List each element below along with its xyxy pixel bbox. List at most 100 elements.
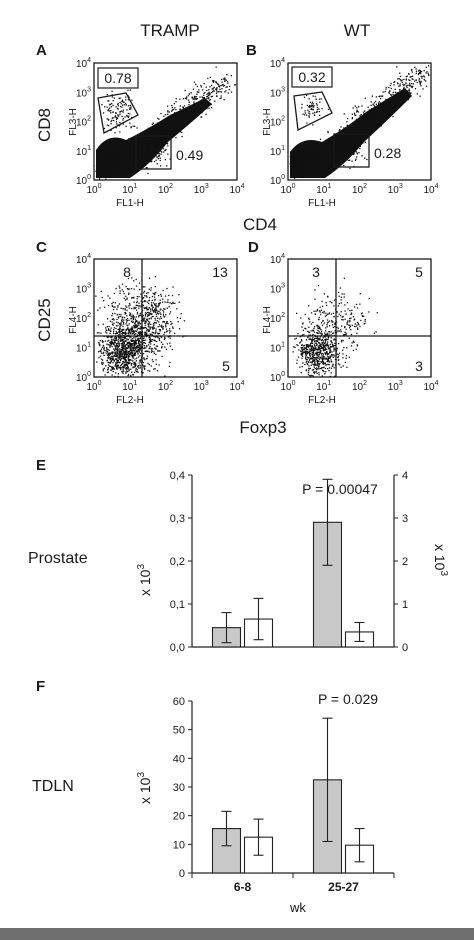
event-dot [296,344,298,346]
event-dot [179,317,182,319]
event-dot [312,337,314,339]
event-dot [111,342,113,345]
event-dot [127,116,129,118]
event-dot [120,358,122,360]
event-dot [310,151,313,153]
event-dot [325,330,327,332]
event-dot [342,319,344,321]
event-dot [138,315,140,317]
event-dot [137,323,139,325]
event-dot [315,111,318,113]
event-dot [111,359,114,361]
event-dot [142,320,144,323]
event-dot [423,75,425,77]
event-dot [169,337,171,339]
event-dot [148,324,150,326]
event-dot [115,151,117,153]
event-dot [147,314,149,316]
event-dot [374,111,376,113]
event-dot [302,352,305,354]
event-dot [349,128,351,130]
event-dot [304,167,307,169]
event-dot [323,335,325,337]
event-dot [189,113,192,115]
x-tick-label: 6-8 [234,880,252,894]
event-dot [152,150,154,152]
event-dot [402,84,405,86]
event-dot [133,280,135,282]
event-dot [129,104,132,107]
event-dot [145,336,148,338]
event-dot [321,311,324,314]
event-dot [129,353,131,355]
event-dot [306,356,308,358]
event-dot [298,175,300,177]
event-dot [164,137,166,139]
event-dot [138,322,140,324]
event-dot [131,317,133,319]
event-dot [130,368,132,370]
event-dot [351,144,353,146]
event-dot [320,329,322,331]
event-dot [143,366,145,368]
event-dot [344,331,346,333]
event-dot [125,323,127,325]
event-dot [339,135,341,138]
event-dot [149,345,151,348]
event-dot [140,304,142,306]
event-dot [305,354,307,356]
event-dot [350,146,352,148]
event-dot [293,156,296,158]
event-dot [166,134,169,136]
event-dot [200,102,202,104]
event-dot [208,93,211,95]
event-dot [112,318,114,320]
event-dot [411,71,413,73]
event-dot [147,369,149,372]
event-dot [315,98,317,100]
event-dot [110,109,112,112]
event-dot [133,366,135,368]
event-dot [149,144,151,146]
event-dot [375,103,377,105]
event-dot [131,99,133,101]
event-dot [196,85,199,88]
event-dot [125,353,127,355]
event-dot [310,375,312,377]
event-dot [155,307,157,309]
event-dot [135,336,137,338]
event-dot [310,107,313,110]
event-dot [304,110,306,112]
event-dot [102,170,105,173]
event-dot [122,119,124,121]
event-dot [148,145,151,147]
event-dot [139,305,141,307]
event-dot [326,156,328,158]
event-dot [136,313,138,315]
event-dot [296,163,299,165]
event-dot [158,337,161,339]
event-dot [297,149,299,151]
event-dot [102,174,104,177]
event-dot [129,353,131,355]
event-dot [116,365,119,367]
event-dot [128,143,130,146]
event-dot [115,372,117,374]
event-dot [342,137,344,139]
event-dot [176,131,178,133]
event-dot [151,143,153,145]
event-dot [337,136,339,139]
event-dot [356,307,359,309]
event-dot [141,297,143,299]
event-dot [353,137,355,139]
event-dot [308,338,310,341]
event-dot [111,90,113,92]
event-dot [143,300,145,303]
event-dot [139,148,142,150]
event-dot [384,109,387,111]
event-dot [333,338,335,340]
event-dot [318,358,321,360]
event-dot [205,86,207,88]
event-dot [124,359,126,361]
event-dot [307,162,310,165]
